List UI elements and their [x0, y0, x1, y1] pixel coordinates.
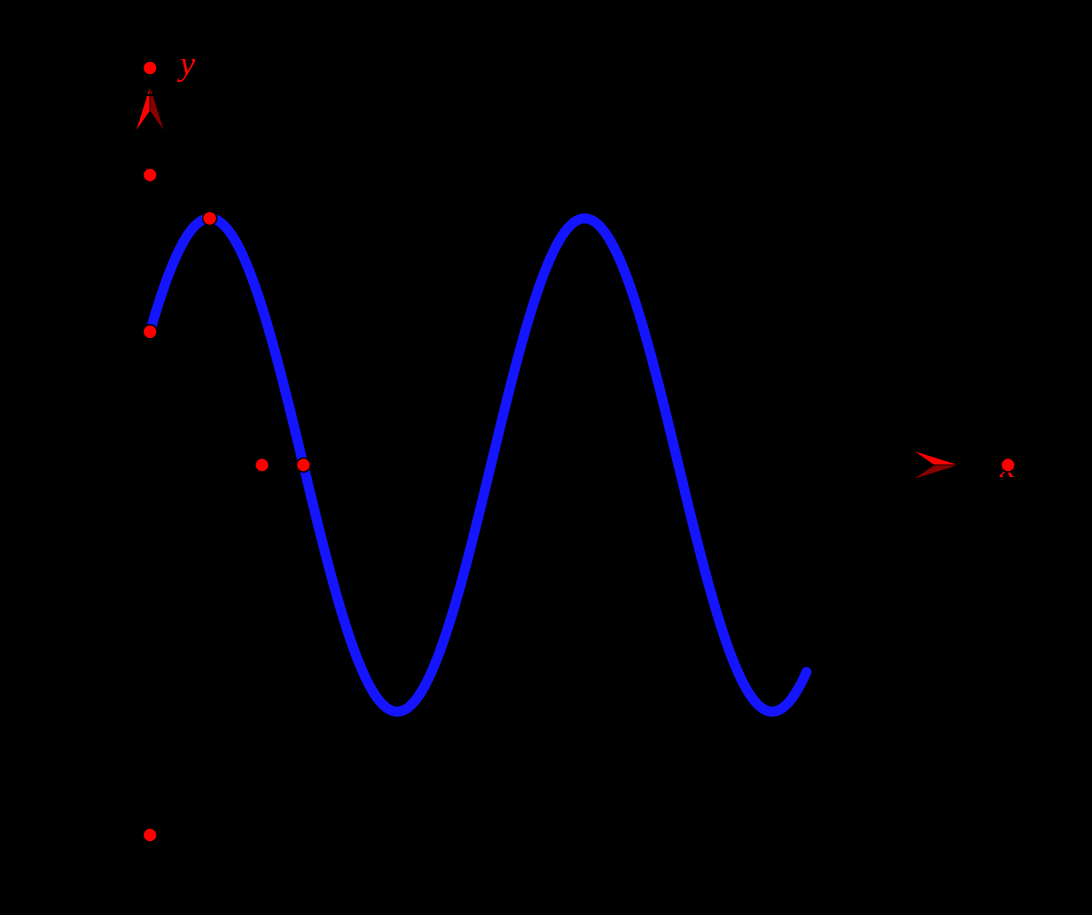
x-tick-label: 1: [239, 475, 249, 495]
x-tick-label: 4: [520, 475, 530, 495]
data-point: [143, 61, 157, 75]
y-axis-arrow-icon: [135, 85, 150, 133]
data-point: [1001, 458, 1015, 472]
x-tick-label: 6: [708, 475, 718, 495]
x-tick-label: 2: [333, 475, 343, 495]
sinusoid-chart: 1234567321−1−2−30xy: [0, 0, 1092, 915]
x-axis-arrow-icon: [912, 450, 960, 465]
origin-label: 0: [126, 471, 136, 491]
y-tick-label: 3: [126, 85, 136, 105]
x-tick-label: 5: [614, 475, 624, 495]
data-point: [143, 828, 157, 842]
y-tick-label: −1: [115, 578, 136, 598]
y-axis-label: y: [177, 46, 196, 83]
data-point: [143, 325, 157, 339]
y-tick-label: −3: [115, 825, 136, 845]
data-point: [296, 458, 310, 472]
data-point: [203, 211, 217, 225]
x-tick-label: 3: [426, 475, 436, 495]
data-point: [143, 168, 157, 182]
y-axis-arrow-icon: [150, 85, 165, 133]
data-point: [255, 458, 269, 472]
y-tick-label: 2: [126, 208, 136, 228]
x-tick-label: 7: [801, 475, 811, 495]
y-tick-label: −2: [115, 702, 136, 722]
y-tick-label: 1: [126, 332, 136, 352]
x-axis-arrow-icon: [912, 465, 960, 480]
